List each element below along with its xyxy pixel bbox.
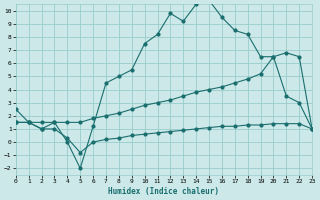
X-axis label: Humidex (Indice chaleur): Humidex (Indice chaleur) bbox=[108, 187, 220, 196]
